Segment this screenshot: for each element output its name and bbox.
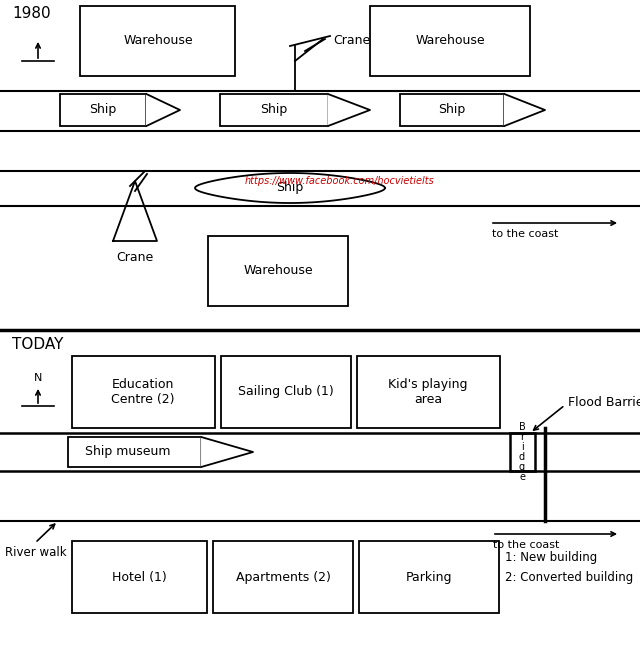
Text: Sailing Club (1): Sailing Club (1) bbox=[238, 385, 334, 399]
Text: Ship: Ship bbox=[438, 104, 466, 116]
Polygon shape bbox=[504, 94, 545, 126]
Polygon shape bbox=[147, 94, 180, 126]
Text: N: N bbox=[34, 373, 42, 383]
Text: Crane: Crane bbox=[333, 34, 371, 48]
Text: https://www.facebook.com/hocvietielts: https://www.facebook.com/hocvietielts bbox=[245, 176, 435, 186]
Bar bbox=[72, 541, 207, 613]
Bar bbox=[60, 94, 147, 126]
Bar bbox=[220, 94, 328, 126]
Text: Warehouse: Warehouse bbox=[415, 34, 485, 48]
Bar bbox=[359, 541, 499, 613]
Text: B
r
i
d
g
e: B r i d g e bbox=[518, 422, 525, 482]
Text: 1: New building: 1: New building bbox=[505, 551, 597, 564]
Text: Parking: Parking bbox=[406, 570, 452, 584]
Text: Ship museum: Ship museum bbox=[85, 446, 171, 459]
Bar bbox=[213, 541, 353, 613]
Text: Warehouse: Warehouse bbox=[243, 264, 313, 278]
Text: Education
Centre (2): Education Centre (2) bbox=[111, 378, 175, 406]
Bar bbox=[510, 433, 535, 471]
Text: Ship: Ship bbox=[90, 104, 117, 116]
Text: Warehouse: Warehouse bbox=[123, 34, 193, 48]
Polygon shape bbox=[328, 94, 370, 126]
Polygon shape bbox=[201, 437, 253, 467]
Text: TODAY: TODAY bbox=[12, 337, 63, 352]
Bar bbox=[72, 356, 215, 428]
Bar bbox=[80, 6, 235, 76]
Bar bbox=[370, 6, 530, 76]
Text: 2: Converted building: 2: Converted building bbox=[505, 571, 633, 584]
Text: to the coast: to the coast bbox=[493, 540, 559, 550]
Text: Flood Barrier: Flood Barrier bbox=[568, 397, 640, 410]
Text: Hotel (1): Hotel (1) bbox=[111, 570, 166, 584]
Text: Kid's playing
area: Kid's playing area bbox=[388, 378, 468, 406]
Bar bbox=[208, 236, 348, 306]
Text: Ship: Ship bbox=[276, 182, 303, 194]
Polygon shape bbox=[195, 173, 385, 203]
Text: Crane: Crane bbox=[116, 251, 154, 264]
Bar bbox=[68, 437, 201, 467]
Bar bbox=[400, 94, 504, 126]
Text: River walk: River walk bbox=[5, 546, 67, 559]
Bar bbox=[357, 356, 500, 428]
Text: Apartments (2): Apartments (2) bbox=[236, 570, 330, 584]
Bar bbox=[221, 356, 351, 428]
Text: Ship: Ship bbox=[260, 104, 287, 116]
Text: 1980: 1980 bbox=[12, 6, 51, 21]
Text: to the coast: to the coast bbox=[492, 229, 558, 239]
